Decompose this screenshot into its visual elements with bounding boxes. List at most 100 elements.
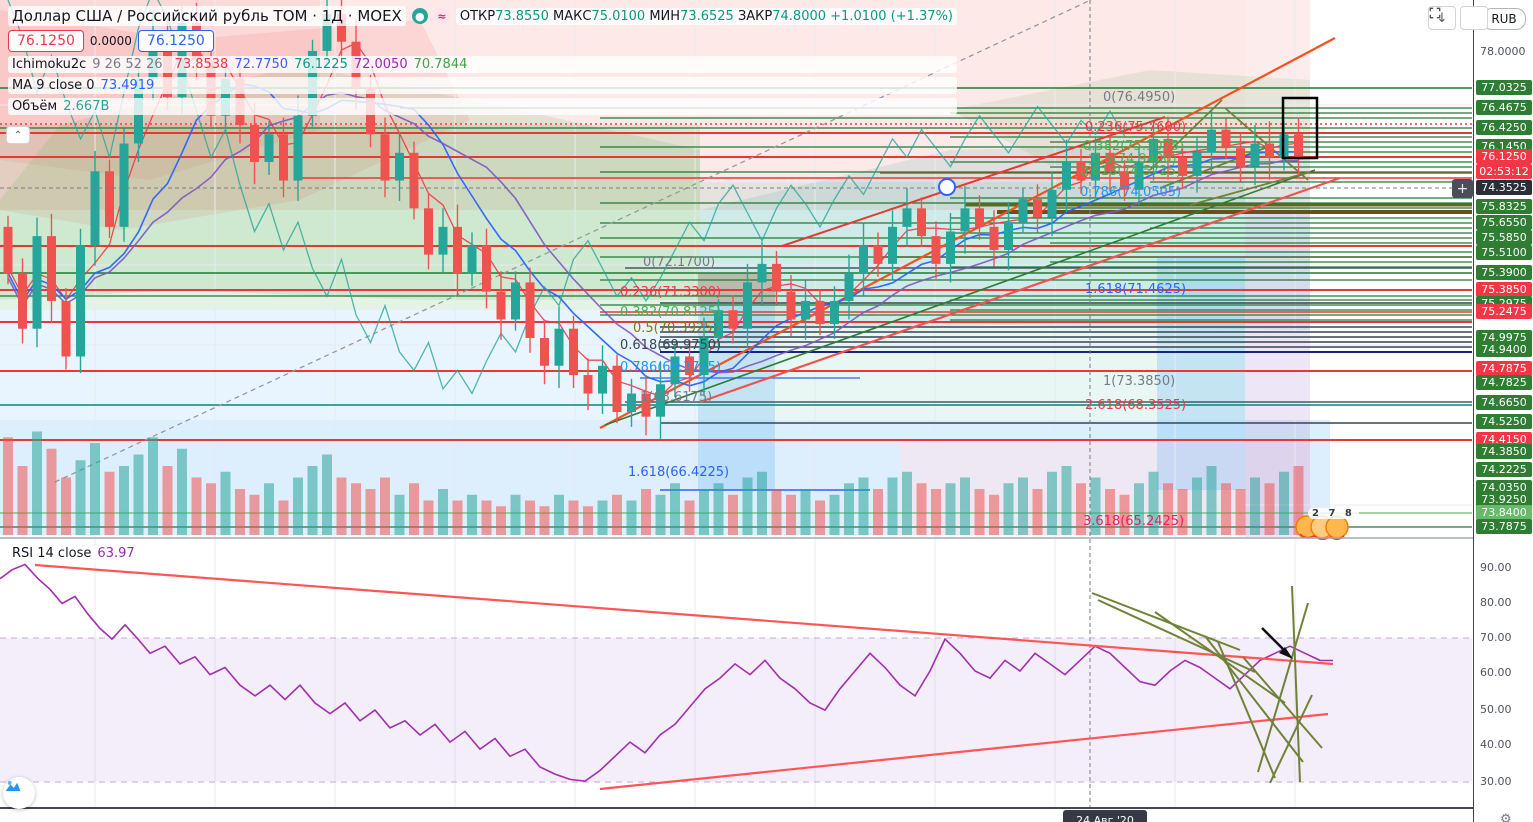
candle[interactable] [337,13,346,42]
level-price-badge[interactable]: 75.3900 [1476,265,1532,280]
ask-price[interactable]: 76.1250 [137,30,214,52]
chart-snapshot-button[interactable] [3,777,35,809]
currency-unit-button[interactable]: RUB [1482,8,1526,30]
candle[interactable] [32,236,42,329]
level-price-badge[interactable]: 75.5100 [1476,245,1532,260]
fib-label[interactable]: 0(72.1700) [643,255,715,270]
ma-row[interactable]: MA 9 close 0 73.4919 [8,77,958,94]
candle[interactable] [786,291,796,320]
black-arrow[interactable] [1261,627,1293,659]
candle[interactable] [90,171,100,246]
candle[interactable] [3,226,13,274]
level-price-badge[interactable]: 74.6650 [1476,395,1532,410]
fib-label[interactable]: 0.5(70.3925) [633,321,718,336]
candle[interactable] [1236,148,1245,167]
candle[interactable] [656,384,665,417]
candle[interactable] [1033,199,1042,218]
candle[interactable] [1004,222,1013,250]
level-price-badge[interactable]: 75.2475 [1476,304,1532,319]
candle[interactable] [496,291,506,320]
candle[interactable] [18,273,27,329]
candle[interactable] [902,208,912,227]
candle[interactable] [554,328,564,366]
level-price-badge[interactable]: 76.4675 [1476,100,1532,115]
red-trendline-major[interactable] [599,37,1336,429]
candle[interactable] [801,300,810,320]
candle[interactable] [627,393,636,413]
candle[interactable] [1134,162,1144,190]
bid-price[interactable]: 76.1250 [8,30,84,52]
candle[interactable] [1018,199,1028,223]
emoji-reaction-counts[interactable]: 2 7 8 [1308,508,1359,519]
level-price-badge[interactable]: 75.6550 [1476,215,1532,230]
fib-label[interactable]: 0.786(74.0505) [1080,185,1181,200]
green-trendline[interactable] [604,169,1316,426]
candle[interactable] [598,365,607,394]
fib-label[interactable]: 0.236(71.3300) [620,285,721,300]
fib-label[interactable]: 0.618(74.5725) [1080,164,1181,179]
candle[interactable] [685,356,694,375]
rsi-green-fan[interactable] [1091,585,1323,784]
candle[interactable] [293,115,303,181]
fib-label[interactable]: 1.618(66.4225) [628,465,729,480]
fib-label[interactable]: 0.382(75.3075) [1083,139,1184,154]
candle[interactable] [728,310,738,329]
candle[interactable] [989,226,999,250]
rsi-red-trendline-upper[interactable] [34,563,1334,666]
candle[interactable] [482,245,491,292]
level-price-badge[interactable]: 74.7875 [1476,361,1532,376]
candle[interactable] [670,356,680,385]
candle[interactable] [1192,152,1202,176]
level-price-badge[interactable]: 75.8325 [1476,199,1532,214]
candle[interactable] [424,208,433,255]
level-price-badge[interactable]: 73.9250 [1476,492,1532,507]
candle[interactable] [47,236,56,301]
candle[interactable] [859,245,868,274]
candle[interactable] [917,208,926,237]
approx-toggle-icon[interactable]: ≈ [433,8,450,24]
symbol-title[interactable]: Доллар США / Российский рубль TOM · 1Д ·… [8,6,406,26]
candle[interactable] [105,171,114,227]
candle[interactable] [612,365,622,413]
candle[interactable] [1047,189,1057,218]
candle[interactable] [395,152,404,181]
fib-label[interactable]: 2.618(68.3525) [1085,398,1186,413]
rsi-red-trendline-lower[interactable] [599,712,1329,791]
volume-row[interactable]: Объём 2.667B [8,98,958,115]
maximize-pane-button[interactable] [1429,6,1488,30]
candle[interactable] [1221,129,1231,149]
candle[interactable] [830,300,839,325]
candle[interactable] [569,328,578,375]
level-price-badge[interactable]: 74.9400 [1476,342,1532,357]
fib-label[interactable]: 1(68.6175) [640,390,712,405]
candle[interactable] [1178,157,1187,176]
candle[interactable] [1250,143,1260,167]
fib-label[interactable]: 0.786(69.3775) [620,360,721,375]
candle[interactable] [540,337,549,366]
candle[interactable] [1163,138,1173,158]
fib-label[interactable]: 0.618(69.9750) [620,338,721,353]
current-price-badge[interactable]: 02:53:12 [1476,164,1532,179]
add-alert-plus-button[interactable]: + [1452,179,1473,198]
candle[interactable] [221,78,230,116]
fib-label[interactable]: 0.382(70.8125) [620,305,721,320]
candle[interactable] [699,337,709,375]
trend-lines[interactable] [54,0,1341,483]
red-trendline-secondary[interactable] [699,176,1341,404]
level-price-badge[interactable]: 77.0325 [1476,80,1532,95]
gear-icon[interactable]: ⚙ [1500,812,1512,822]
fib-label[interactable]: 0.5(74.9400) [1092,152,1177,167]
dashed-gray-trendline[interactable] [54,0,1108,483]
candle[interactable] [1149,138,1158,163]
candle[interactable] [772,263,781,292]
candle[interactable] [641,393,651,417]
level-price-badge[interactable]: 74.2225 [1476,462,1532,477]
fib-label[interactable]: 1.618(71.4625) [1085,282,1186,297]
level-price-badge[interactable]: 74.0350 [1476,480,1532,495]
fib-label[interactable]: 0(76.4950) [1103,90,1175,105]
rsi-row[interactable]: RSI 14 close 63.97 [8,545,139,562]
current-price-badge[interactable]: 76.1250 [1476,149,1532,164]
candle[interactable] [888,226,897,264]
price-scale[interactable]: 7 RUB 78.000077.032576.467576.425076.145… [1473,0,1533,822]
